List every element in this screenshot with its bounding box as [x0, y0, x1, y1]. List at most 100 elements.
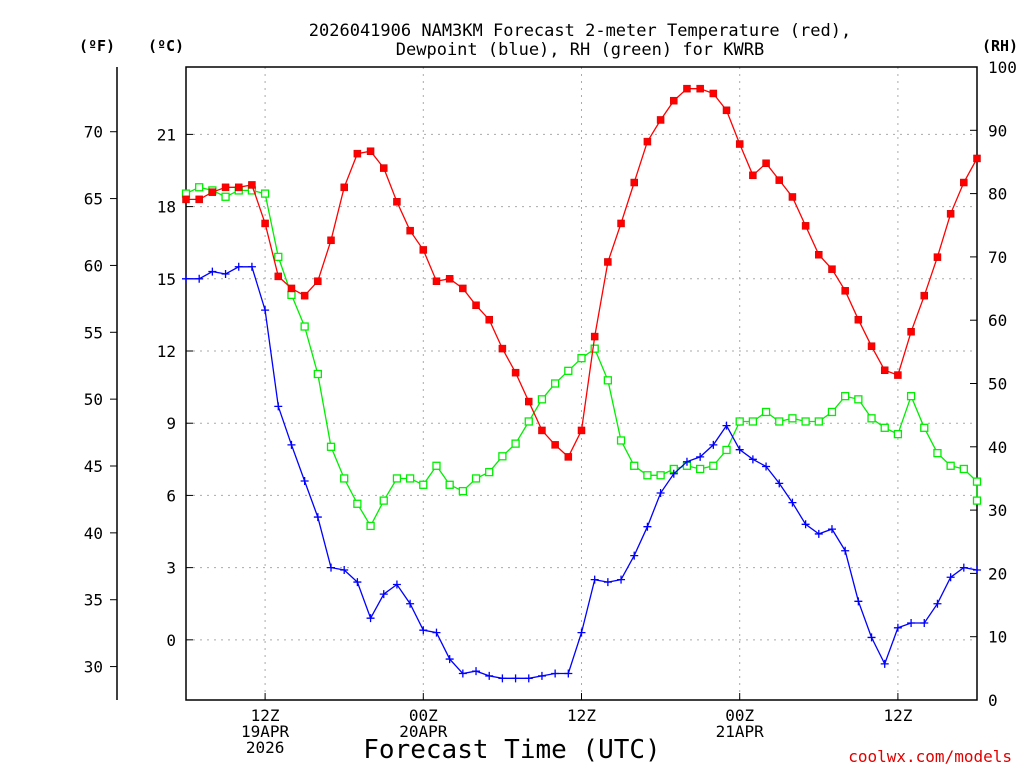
temperature-point	[907, 328, 915, 336]
rh-tick-label: 70	[988, 248, 1007, 267]
dewpoint-point	[748, 455, 757, 464]
dewpoint-point	[313, 513, 322, 522]
rh-point	[405, 474, 415, 483]
rh-point	[722, 445, 731, 455]
dewpoint-point	[880, 659, 889, 668]
dewpoint-point	[801, 520, 810, 529]
dewpoint-point	[959, 563, 968, 572]
gridlines	[186, 67, 977, 700]
rh-point	[340, 474, 349, 483]
rh-point	[471, 474, 481, 483]
rh-point	[920, 423, 929, 432]
temperature-point	[353, 149, 362, 158]
rh-tick-label: 10	[988, 628, 1007, 647]
temperature-point	[287, 284, 296, 293]
fahrenheit-tick-label: 70	[84, 123, 103, 142]
celsius-tick-label: 18	[157, 198, 176, 217]
dewpoint-point	[709, 440, 718, 449]
rh-tick-label: 60	[988, 311, 1007, 330]
rh-point	[696, 464, 705, 474]
dewpoint-point	[814, 529, 823, 538]
rh-point	[300, 322, 309, 331]
temperature-point	[459, 284, 467, 293]
rh-tick-label: 50	[988, 375, 1007, 394]
temperature-point	[234, 183, 243, 192]
temperature-point	[208, 188, 217, 196]
chart-title: 2026041906 NAM3KM Forecast 2-meter Tempe…	[309, 21, 851, 60]
temperature-point	[551, 441, 559, 449]
temperature-point	[300, 291, 309, 300]
time-tick-label: 2026	[246, 738, 285, 757]
rh-point	[445, 480, 454, 489]
dewpoint-point	[511, 674, 520, 683]
rh-point	[893, 429, 903, 439]
temperature-point	[722, 106, 731, 115]
temperature-point	[511, 368, 520, 377]
dewpoint-point	[656, 489, 665, 498]
fahrenheit-tick-label: 50	[84, 390, 103, 409]
celsius-axis: 0 3 6 9 12 15 18 21	[157, 125, 193, 650]
rh-point	[432, 461, 441, 470]
rh-point	[419, 480, 428, 489]
temperature-point	[327, 236, 335, 245]
dewpoint-point	[973, 566, 981, 575]
dewpoint-point	[366, 614, 375, 623]
rh-point	[906, 392, 916, 401]
dewpoint-point	[564, 669, 573, 678]
rh-tick-label: 40	[988, 438, 1007, 457]
dewpoint-point	[841, 546, 850, 555]
fahrenheit-unit-label: (ºF)	[79, 37, 115, 55]
dewpoint-point	[195, 274, 204, 283]
dewpoint-point	[603, 578, 612, 587]
time-tick-label: 12Z	[883, 706, 912, 725]
temperature-point	[617, 219, 625, 228]
time-tick-label: 12Z	[567, 706, 596, 725]
temperature-point	[696, 84, 704, 93]
fahrenheit-tick-label: 35	[84, 591, 103, 610]
temperature-point	[841, 287, 849, 295]
dewpoint-point	[432, 628, 441, 637]
temperature-point	[670, 96, 678, 105]
dewpoint-point	[472, 667, 481, 676]
rh-point	[392, 474, 402, 483]
dewpoint-point	[261, 306, 270, 315]
rh-point	[379, 496, 388, 505]
celsius-tick-label: 9	[166, 414, 176, 433]
dewpoint-point	[696, 452, 705, 461]
dewpoint-point	[590, 575, 599, 584]
temperature-point	[933, 253, 942, 261]
rh-point	[498, 452, 507, 461]
rh-point	[761, 407, 771, 417]
dewpoint-point	[327, 563, 336, 572]
time-tick-label: 00Z	[725, 706, 754, 725]
dewpoint-point	[735, 445, 744, 454]
dewpoint-point	[682, 457, 691, 466]
temperature-point	[182, 195, 190, 204]
title-line-1: 2026041906 NAM3KM Forecast 2-meter Tempe…	[309, 21, 851, 41]
fahrenheit-tick-label: 60	[84, 256, 103, 275]
rh-tick-label: 100	[988, 58, 1017, 77]
temperature-point	[419, 246, 428, 254]
fahrenheit-axis: 30 35 40 45 50 55 60 65 70	[84, 123, 117, 677]
dewpoint-point	[893, 623, 902, 632]
temperature-point	[775, 176, 783, 184]
rh-point	[735, 417, 744, 426]
temperature-point	[538, 426, 546, 435]
rh-tick-label: 0	[988, 691, 998, 710]
time-tick-label: 21APR	[716, 722, 765, 741]
temperature-point	[525, 397, 533, 406]
rh-point	[260, 189, 270, 198]
temperature-point	[221, 183, 230, 192]
celsius-tick-label: 15	[157, 270, 176, 289]
fahrenheit-tick-label: 40	[84, 524, 103, 543]
time-tick-label: 19APR	[241, 722, 290, 741]
temperature-point	[577, 426, 586, 435]
rh-point	[458, 486, 468, 496]
dewpoint-point	[537, 671, 546, 680]
rh-series	[181, 183, 982, 531]
rh-point	[326, 442, 336, 451]
dewpoint-point	[630, 551, 639, 560]
rh-point	[867, 414, 876, 423]
rh-tick-label: 90	[988, 121, 1007, 140]
